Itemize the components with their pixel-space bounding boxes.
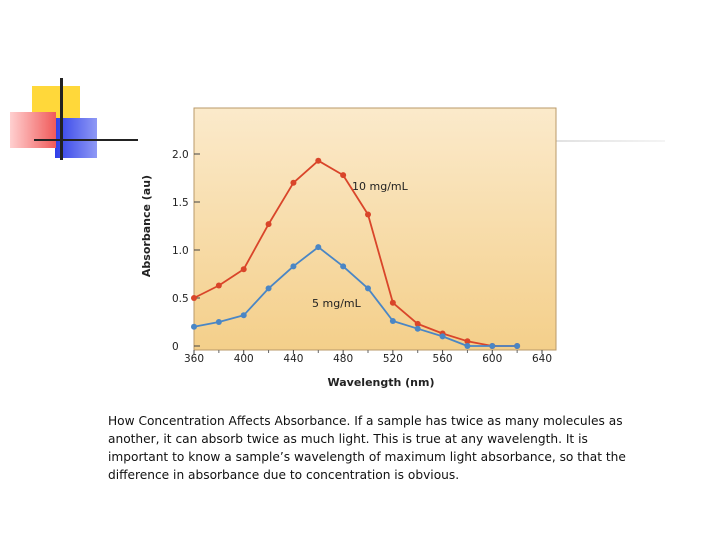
decor-vertical-line <box>60 78 63 160</box>
data-point-10mg <box>215 282 222 289</box>
data-point-5mg <box>340 263 347 270</box>
data-point-5mg <box>389 318 396 325</box>
x-tick-label: 440 <box>283 353 303 365</box>
data-point-5mg <box>414 325 421 332</box>
series-line-5mg <box>193 246 518 347</box>
decor-horizontal-line <box>34 139 138 141</box>
y-axis-label: Absorbance (au) <box>140 175 153 277</box>
caption-lead: How Concentration Affects Absorbance. <box>108 414 351 428</box>
y-tick-label: 0 <box>172 341 179 353</box>
data-point-10mg <box>365 211 371 218</box>
data-point-10mg <box>340 172 347 179</box>
data-point-5mg <box>315 244 322 251</box>
y-tick-label: 1.0 <box>172 245 189 257</box>
figure-caption: How Concentration Affects Absorbance. If… <box>108 412 648 484</box>
x-tick-label: 400 <box>234 353 254 365</box>
x-tick-label: 560 <box>433 353 453 365</box>
data-point-10mg <box>315 157 322 164</box>
decor-red-square <box>10 112 56 148</box>
x-axis-label: Wavelength (nm) <box>328 376 435 389</box>
series-line-10mg <box>193 159 518 347</box>
data-point-10mg <box>389 299 396 306</box>
decor-gray-rule <box>500 140 665 142</box>
data-point-10mg <box>414 320 421 327</box>
data-point-10mg <box>265 221 272 228</box>
caption-body: If a sample has twice as many molecules … <box>108 414 626 482</box>
x-tick-label: 640 <box>532 353 552 365</box>
plot-background <box>193 107 557 351</box>
data-point-5mg <box>439 333 446 340</box>
data-point-10mg <box>191 295 197 301</box>
data-point-5mg <box>489 343 496 349</box>
series-label-10: 10 mg/mL <box>352 180 409 193</box>
series-label-5: 5 mg/mL <box>312 297 362 310</box>
data-point-10mg <box>290 179 297 186</box>
data-point-5mg <box>464 343 471 349</box>
data-point-5mg <box>365 285 371 292</box>
data-point-5mg <box>215 319 222 325</box>
series-lines <box>193 159 518 347</box>
y-tick-label: 0.5 <box>172 293 189 305</box>
x-tick-label: 600 <box>482 353 502 365</box>
series-points <box>191 157 521 349</box>
data-point-5mg <box>290 263 297 270</box>
x-tick-label: 360 <box>184 353 204 365</box>
data-point-5mg <box>265 285 272 292</box>
data-point-10mg <box>240 266 247 273</box>
data-point-10mg <box>464 338 471 345</box>
data-point-5mg <box>514 343 521 349</box>
data-point-5mg <box>191 323 197 330</box>
x-tick-label: 520 <box>383 353 403 365</box>
x-tick-label: 480 <box>333 353 353 365</box>
axes: 360 400 440 480 520 560 600 640 0 0.5 1.0 1.5 2.0 <box>172 149 552 365</box>
y-tick-label: 2.0 <box>172 149 189 161</box>
data-point-5mg <box>240 312 247 319</box>
y-tick-label: 1.5 <box>172 197 189 209</box>
